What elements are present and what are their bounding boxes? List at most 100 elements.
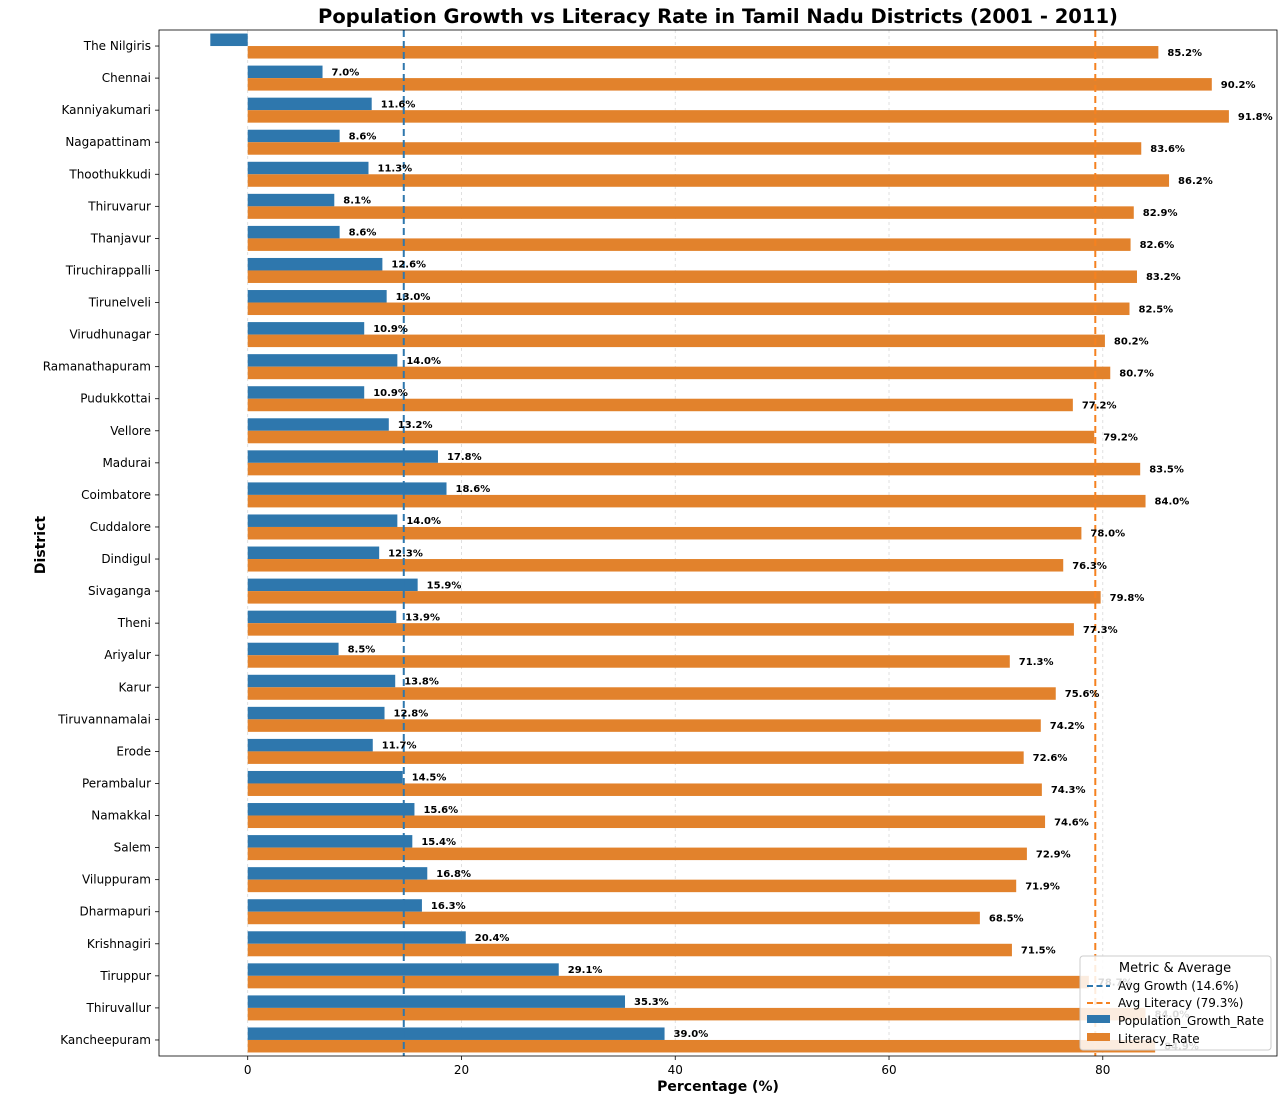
y-axis-label: District — [33, 516, 49, 574]
growth-bar — [210, 33, 248, 47]
growth-bar — [247, 803, 415, 816]
growth-bar — [247, 995, 626, 1008]
literacy-bar — [247, 943, 1012, 957]
growth-value-label: 10.9% — [373, 388, 408, 399]
literacy-bar — [247, 815, 1046, 829]
literacy-bar — [247, 847, 1027, 861]
axis-layer: The Nilgiris Chennai Kanniyakumari Nagapatt… — [43, 29, 1278, 1077]
growth-value-label: 35.3% — [634, 997, 669, 1008]
literacy-bar — [247, 526, 1082, 540]
growth-value-label: 15.4% — [421, 837, 456, 848]
growth-value-label: 15.9% — [427, 580, 462, 591]
growth-value-label: 12.6% — [391, 260, 426, 271]
literacy-value-label: 85.2% — [1167, 48, 1202, 59]
growth-value-label: 13.0% — [396, 292, 431, 303]
growth-bar — [247, 514, 398, 527]
literacy-bar — [247, 494, 1146, 508]
literacy-bar — [247, 238, 1131, 251]
literacy-bar — [247, 591, 1101, 604]
legend-literacy-label: Literacy_Rate — [1118, 1032, 1200, 1046]
y-tick-label: Virudhunagar — [69, 328, 151, 342]
growth-bar — [247, 129, 340, 143]
y-tick-label: Theni — [117, 616, 151, 630]
literacy-bar — [247, 975, 1089, 989]
growth-value-label: 10.9% — [373, 324, 408, 335]
literacy-value-label: 74.3% — [1051, 785, 1086, 796]
growth-value-label: 8.5% — [348, 644, 376, 655]
growth-bar — [247, 931, 466, 944]
literacy-value-label: 82.6% — [1140, 240, 1175, 251]
growth-value-label: 16.3% — [431, 901, 466, 912]
growth-bar — [247, 642, 339, 656]
growth-bar — [247, 65, 323, 79]
literacy-bar — [247, 398, 1073, 412]
y-tick-label: Karur — [119, 680, 152, 694]
growth-value-label: 8.6% — [349, 131, 377, 142]
growth-bar — [247, 738, 373, 752]
literacy-value-label: 71.3% — [1019, 657, 1054, 668]
y-tick-label: Viluppuram — [82, 873, 151, 887]
y-tick-label: Thanjavur — [90, 231, 151, 245]
literacy-bar — [247, 430, 1095, 444]
literacy-value-label: 80.7% — [1119, 368, 1154, 379]
y-tick-label: Dindigul — [101, 552, 151, 566]
reference-lines-layer — [402, 30, 1097, 1056]
x-axis-label: Percentage (%) — [657, 1079, 779, 1095]
growth-bar — [247, 1027, 665, 1040]
growth-value-label: 13.8% — [404, 677, 439, 688]
growth-bar — [247, 674, 396, 688]
literacy-bar — [247, 559, 1064, 572]
growth-value-label: 14.5% — [412, 773, 447, 784]
y-tick-label: Tiruvannamalai — [57, 712, 151, 726]
literacy-bar — [247, 174, 1170, 187]
literacy-bar — [247, 1007, 1146, 1021]
x-tick-label: 80 — [1095, 1063, 1110, 1077]
growth-bar — [247, 578, 418, 592]
growth-bar — [247, 450, 438, 463]
literacy-bar — [247, 687, 1056, 700]
literacy-value-label: 82.9% — [1143, 208, 1178, 219]
x-tick-label: 0 — [244, 1063, 252, 1077]
literacy-bar — [247, 911, 980, 925]
growth-bar — [247, 899, 422, 912]
growth-bar — [247, 225, 340, 239]
literacy-value-label: 74.2% — [1050, 721, 1085, 732]
literacy-bar — [247, 142, 1142, 155]
growth-value-label: 11.6% — [381, 99, 416, 110]
literacy-value-label: 72.9% — [1036, 849, 1071, 860]
literacy-bar — [247, 719, 1041, 732]
x-tick-label: 60 — [881, 1063, 896, 1077]
growth-bar — [247, 546, 380, 560]
literacy-value-label: 68.5% — [989, 913, 1024, 924]
growth-value-label: 17.8% — [447, 452, 482, 463]
y-tick-label: Perambalur — [82, 776, 151, 790]
x-tick-label: 20 — [454, 1063, 469, 1077]
literacy-bar — [247, 78, 1212, 91]
literacy-bar — [247, 110, 1229, 123]
literacy-value-label: 75.6% — [1065, 689, 1100, 700]
y-tick-label: Namakkal — [91, 809, 151, 823]
literacy-bar — [247, 302, 1130, 316]
growth-bar — [247, 257, 383, 271]
literacy-value-label: 77.2% — [1082, 400, 1117, 411]
legend-avg-literacy-label: Avg Literacy (79.3%) — [1118, 996, 1243, 1010]
legend-growth-label: Population_Growth_Rate — [1118, 1014, 1264, 1028]
literacy-value-label: 71.9% — [1025, 881, 1060, 892]
growth-value-label: 12.3% — [388, 548, 423, 559]
literacy-bar — [247, 783, 1042, 796]
legend-title: Metric & Average — [1119, 961, 1231, 976]
growth-value-label: 13.9% — [405, 612, 440, 623]
literacy-value-label: 78.0% — [1090, 529, 1125, 540]
growth-bar — [247, 290, 387, 303]
growth-bar — [247, 867, 428, 880]
growth-value-label: 29.1% — [568, 965, 603, 976]
literacy-value-label: 76.3% — [1072, 561, 1107, 572]
literacy-bar — [247, 462, 1141, 476]
literacy-value-label: 79.8% — [1110, 593, 1145, 604]
literacy-value-label: 90.2% — [1221, 80, 1256, 91]
growth-value-label: 8.6% — [349, 228, 377, 239]
growth-bar — [247, 193, 335, 207]
growth-bar — [247, 322, 365, 335]
chart-title: Population Growth vs Literacy Rate in Ta… — [318, 5, 1118, 28]
literacy-bar — [247, 751, 1024, 764]
